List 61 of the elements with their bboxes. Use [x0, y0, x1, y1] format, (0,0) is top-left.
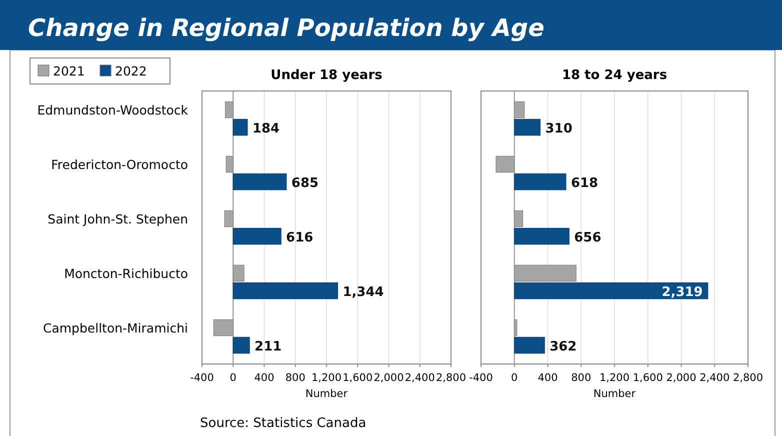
x-axis-title: Number — [593, 388, 636, 400]
data-label: 685 — [291, 176, 319, 191]
x-tick-label: 2,000 — [666, 372, 696, 384]
y-tick-label: Fredericton-Oromocto — [51, 157, 188, 172]
bar — [514, 118, 541, 136]
data-label: 616 — [286, 230, 314, 246]
bar — [514, 264, 576, 282]
data-label: 618 — [570, 176, 598, 191]
x-tick-label: -400 — [469, 372, 493, 384]
x-tick-label: 800 — [285, 372, 306, 384]
x-tick-label: 1,600 — [632, 372, 663, 384]
bar — [232, 173, 287, 190]
bar — [514, 319, 518, 336]
x-tick-label: 2,400 — [404, 372, 435, 384]
y-tick-label: Saint John-St. Stephen — [48, 212, 188, 226]
x-tick-label: 400 — [254, 372, 274, 384]
bar — [496, 156, 515, 173]
y-tick-label: Campbellton-Miramichi — [42, 320, 188, 336]
bar — [232, 336, 250, 354]
bar — [514, 336, 545, 354]
bar — [514, 228, 570, 245]
bar — [225, 101, 234, 118]
x-tick-label: 1,200 — [599, 372, 630, 384]
data-label: 184 — [252, 121, 280, 136]
x-tick-label: 1,600 — [342, 372, 373, 384]
bar — [514, 282, 708, 300]
bar — [514, 173, 566, 190]
chart-subtitle: Under 18 years — [270, 68, 383, 83]
x-axis-title: Number — [305, 388, 348, 400]
bar — [514, 210, 524, 228]
data-label: 2,319 — [662, 284, 703, 300]
bar — [213, 319, 234, 336]
bar — [232, 118, 248, 136]
source-note: Source: Statistics Canada — [200, 416, 366, 431]
y-tick-label: Moncton-Richibucto — [64, 266, 188, 281]
bar — [224, 210, 234, 228]
x-tick-label: 2,000 — [374, 372, 404, 384]
x-tick-label: 800 — [571, 372, 592, 384]
data-label: 211 — [254, 339, 282, 354]
x-tick-label: 2,800 — [436, 372, 466, 384]
legend-label: 2021 — [53, 64, 85, 78]
bar — [232, 264, 244, 282]
data-label: 656 — [574, 230, 602, 246]
x-tick-label: 2,800 — [732, 372, 764, 384]
legend-label: 2022 — [115, 64, 147, 78]
chart-title: 18 to 24 years — [562, 68, 668, 83]
bar — [226, 156, 234, 173]
x-tick-label: -400 — [190, 372, 214, 384]
x-tick-label: 0 — [230, 372, 236, 384]
bar — [232, 282, 338, 300]
x-tick-label: 0 — [511, 372, 518, 384]
x-tick-label: 2,400 — [700, 372, 730, 384]
y-tick-label: Edmundston-Woodstock — [37, 102, 189, 118]
bar — [514, 101, 525, 118]
chart-title: Change in Regional Population by Age — [28, 14, 544, 42]
x-tick-label: 400 — [538, 372, 558, 384]
data-label: 362 — [550, 339, 577, 354]
data-label: 310 — [545, 121, 572, 136]
bar — [232, 228, 282, 245]
x-tick-label: 1,200 — [311, 372, 342, 384]
data-label: 1,344 — [342, 284, 384, 300]
